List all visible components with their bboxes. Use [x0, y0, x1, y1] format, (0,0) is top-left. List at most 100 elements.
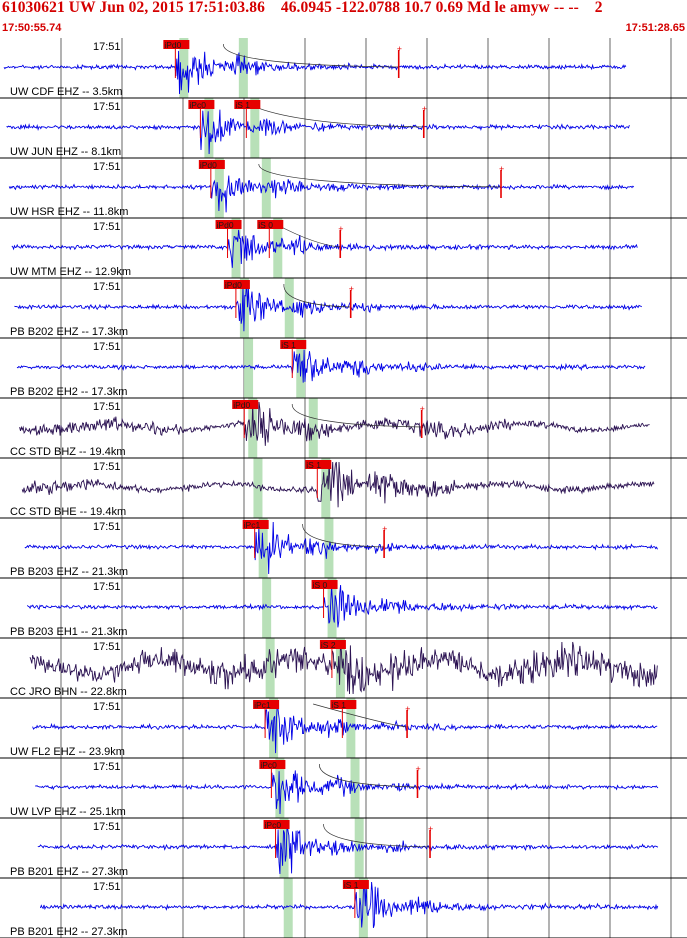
s-window-band	[308, 398, 318, 458]
station-label: PB B202 EHZ -- 17.3km	[10, 326, 128, 338]
coda-plus: +	[338, 224, 343, 234]
coda-plus: +	[428, 824, 433, 834]
station-label: CC STD BHE -- 19.4km	[10, 506, 126, 518]
seismogram-panel: + iPd0 17:51 UW CDF EHZ -- 3.5km + iPc0 iS 1 17…	[0, 38, 687, 938]
coda-plus: +	[420, 404, 425, 414]
time-tick-label: 17:51	[93, 401, 121, 413]
station-label: CC STD BHZ -- 19.4km	[10, 446, 126, 458]
p-window-band	[253, 458, 263, 518]
coda-plus: +	[382, 524, 387, 534]
trace-row: + iPc1 iS 1 17:51 UW FL2 EHZ -- 23.9km	[0, 700, 687, 759]
time-tick-label: 17:51	[93, 461, 121, 473]
p-window-band	[279, 818, 289, 878]
pick-label: iPd0	[200, 160, 217, 170]
waveform-trace	[3, 50, 627, 95]
coda-curve	[258, 163, 502, 188]
waveform-trace	[24, 521, 658, 575]
time-tick-label: 17:51	[93, 521, 121, 533]
end-time: 17:51:28.65	[625, 22, 685, 34]
p-window-band	[244, 338, 254, 398]
station-label: UW FL2 EHZ -- 23.9km	[10, 746, 125, 758]
pick-box	[311, 580, 338, 589]
trace-row: iS 2 17:51 CC JRO BHN -- 22.8km	[0, 640, 687, 699]
waveform-trace	[37, 823, 659, 875]
trace-row: + iPc0 iS 1 17:51 UW JUN EHZ -- 8.1km	[0, 100, 687, 159]
start-time: 17:50:55.74	[2, 22, 62, 34]
pick-label: iS 0	[313, 580, 328, 590]
waveform-trace	[19, 401, 650, 446]
pick-box	[280, 340, 307, 349]
s-window-band	[261, 158, 271, 218]
coda-curve	[323, 823, 431, 848]
s-window-band	[250, 98, 260, 158]
pick-label: iPc1	[244, 520, 261, 530]
waveform-trace	[21, 461, 655, 508]
pick-box	[188, 100, 215, 109]
time-tick-label: 17:51	[93, 281, 121, 293]
trace-row: iS 1 17:51 PB B202 EH2 -- 17.3km	[0, 340, 687, 399]
p-window-band	[248, 398, 258, 458]
trace-row: iS 1 17:51 PB B201 EH2 -- 27.3km	[0, 880, 687, 938]
pick-label: iS 1	[281, 340, 296, 350]
trace-row: + iPc0 17:51 PB B201 EHZ -- 27.3km	[0, 820, 687, 879]
pick-box	[215, 220, 242, 229]
p-window-band	[265, 638, 275, 698]
coda-plus: +	[416, 764, 421, 774]
pick-label: iS 1	[235, 100, 250, 110]
time-tick-label: 17:51	[93, 641, 121, 653]
s-window-band	[273, 218, 283, 278]
time-tick-label: 17:51	[93, 41, 121, 53]
trace-row: + iPd0 17:51 UW CDF EHZ -- 3.5km	[0, 40, 687, 99]
station-label: PB B202 EH2 -- 17.3km	[10, 386, 127, 398]
s-window-band	[321, 458, 331, 518]
pick-box	[263, 820, 290, 829]
time-tick-label: 17:51	[93, 161, 121, 173]
coda-curve	[283, 283, 351, 308]
station-label: CC JRO BHN -- 22.8km	[10, 686, 127, 698]
station-label: PB B203 EH1 -- 21.3km	[10, 626, 127, 638]
waveform-trace	[32, 701, 658, 754]
time-tick-label: 17:51	[93, 341, 121, 353]
coda-plus: +	[349, 284, 354, 294]
pick-label: iPd0	[225, 280, 242, 290]
coda-plus: +	[405, 704, 410, 714]
s-window-band	[350, 758, 360, 818]
station-label: UW MTM EHZ -- 12.9km	[10, 266, 131, 278]
pick-label: iS 0	[258, 220, 273, 230]
pick-label: iPd0	[217, 220, 234, 230]
station-label: UW LVP EHZ -- 25.1km	[10, 806, 126, 818]
waveform-trace	[39, 881, 659, 929]
pick-box	[342, 880, 369, 889]
waveform-trace	[8, 175, 635, 213]
station-label: PB B203 EHZ -- 21.3km	[10, 566, 128, 578]
pick-box	[259, 760, 286, 769]
waveform-trace	[27, 584, 658, 628]
pick-label: iPd0	[164, 40, 181, 50]
waveform-trace	[14, 281, 642, 332]
time-tick-label: 17:51	[93, 821, 121, 833]
p-window-band	[179, 38, 189, 98]
trace-row: + iPc1 17:51 PB B203 EHZ -- 21.3km	[0, 520, 687, 579]
time-tick-label: 17:51	[93, 581, 121, 593]
s-window-band	[327, 578, 337, 638]
s-window-band	[354, 818, 364, 878]
trace-row: + iPd0 17:51 UW HSR EHZ -- 11.8km	[0, 160, 687, 219]
time-tick-label: 17:51	[93, 881, 121, 893]
coda-curve	[222, 43, 399, 68]
pick-box	[242, 520, 269, 529]
trace-row: + iPd0 iS 0 17:51 UW MTM EHZ -- 12.9km	[0, 220, 687, 279]
p-window-band	[283, 878, 293, 938]
pick-box	[234, 100, 261, 109]
time-tick-label: 17:51	[93, 701, 121, 713]
coda-curve	[291, 403, 422, 428]
pick-box	[319, 640, 346, 649]
station-label: UW HSR EHZ -- 11.8km	[10, 206, 128, 218]
time-tick-label: 17:51	[93, 761, 121, 773]
pick-box	[198, 160, 225, 169]
s-window-band	[358, 878, 368, 938]
waveform-trace	[35, 770, 659, 815]
pick-label: iPc0	[265, 820, 282, 830]
coda-plus: +	[422, 104, 427, 114]
trace-row: + iPd0 17:51 PB B202 EHZ -- 17.3km	[0, 280, 687, 339]
coda-curve	[275, 223, 341, 248]
